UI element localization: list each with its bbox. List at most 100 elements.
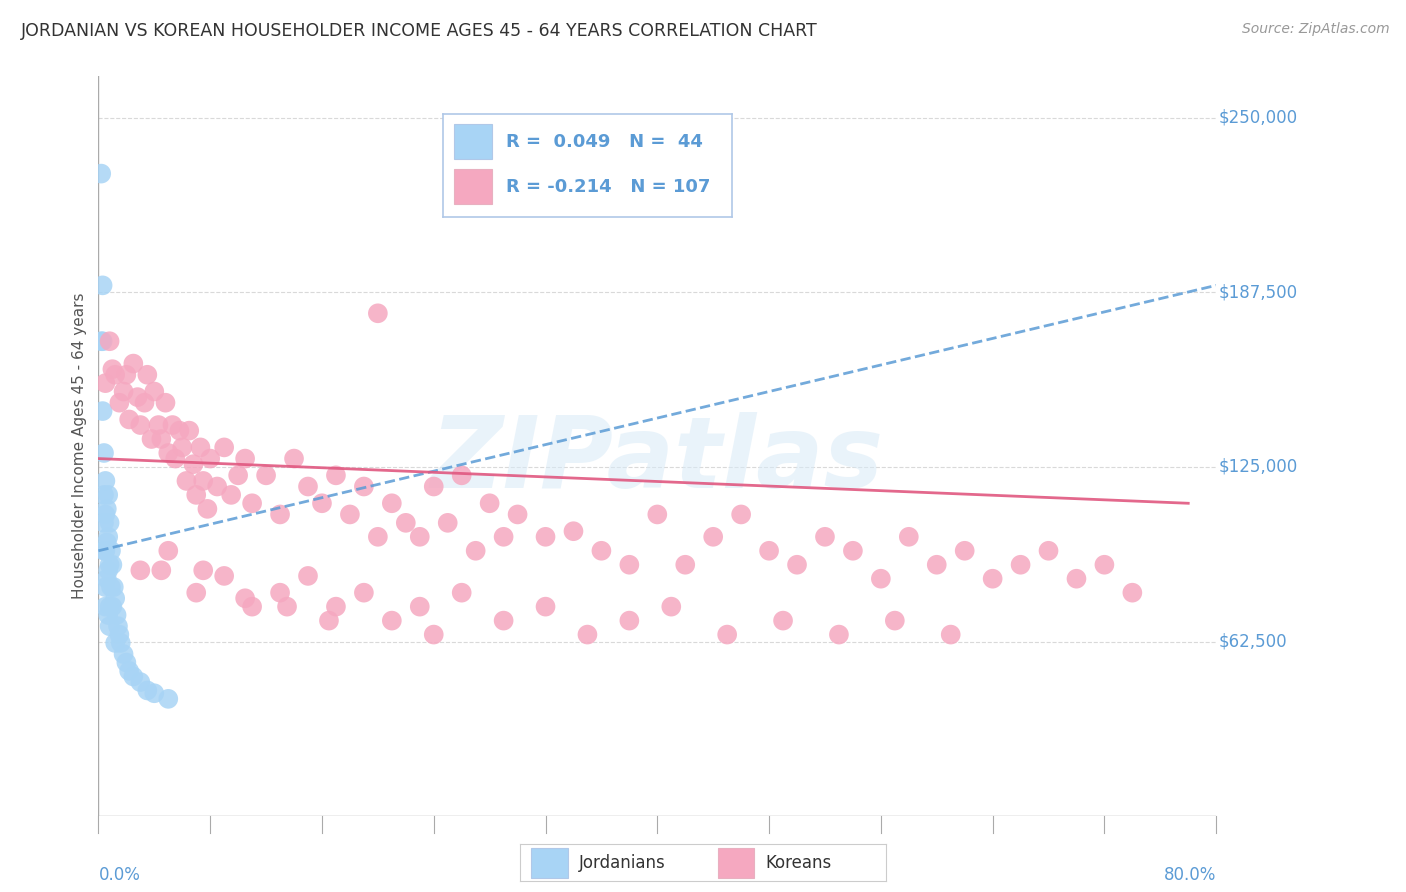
Point bbox=[91, 404, 114, 418]
Point bbox=[381, 614, 404, 628]
Bar bbox=[717, 847, 754, 878]
Point bbox=[94, 508, 117, 522]
Point bbox=[100, 580, 122, 594]
Point bbox=[129, 563, 152, 577]
Point bbox=[94, 474, 117, 488]
Point bbox=[169, 424, 191, 438]
Point bbox=[673, 558, 696, 572]
Point bbox=[98, 334, 121, 349]
Point bbox=[702, 530, 724, 544]
Point bbox=[93, 488, 115, 502]
Point bbox=[94, 376, 117, 391]
Point bbox=[90, 167, 112, 181]
Point bbox=[534, 530, 557, 544]
Point bbox=[136, 683, 159, 698]
Point bbox=[318, 614, 340, 628]
Point bbox=[122, 669, 145, 683]
Point bbox=[148, 418, 170, 433]
Point bbox=[925, 558, 948, 572]
Point bbox=[353, 479, 375, 493]
Point bbox=[94, 543, 117, 558]
Point bbox=[828, 627, 851, 641]
Point bbox=[98, 558, 121, 572]
Text: $187,500: $187,500 bbox=[1219, 284, 1298, 301]
Point bbox=[143, 686, 166, 700]
Point bbox=[176, 474, 198, 488]
Point bbox=[115, 368, 138, 382]
Point bbox=[186, 488, 208, 502]
Point bbox=[98, 516, 121, 530]
Point bbox=[104, 368, 127, 382]
Point bbox=[297, 569, 319, 583]
Point bbox=[576, 627, 599, 641]
Point bbox=[367, 530, 389, 544]
Point bbox=[269, 585, 291, 599]
Point bbox=[186, 585, 208, 599]
Point bbox=[104, 636, 127, 650]
Point bbox=[254, 468, 277, 483]
Point bbox=[91, 334, 114, 349]
Point bbox=[98, 599, 121, 614]
Point bbox=[492, 530, 515, 544]
Point bbox=[506, 508, 529, 522]
Bar bbox=[454, 169, 492, 204]
Point bbox=[101, 599, 124, 614]
Point bbox=[112, 647, 135, 661]
Point bbox=[110, 636, 132, 650]
Point bbox=[101, 362, 124, 376]
Point bbox=[870, 572, 893, 586]
Point bbox=[193, 474, 215, 488]
Point bbox=[212, 441, 235, 455]
Point bbox=[1094, 558, 1116, 572]
Point bbox=[233, 451, 256, 466]
Point bbox=[141, 432, 163, 446]
Point bbox=[97, 530, 120, 544]
Point bbox=[98, 619, 121, 633]
Point bbox=[190, 441, 212, 455]
Point bbox=[619, 558, 641, 572]
Y-axis label: Householder Income Ages 45 - 64 years: Householder Income Ages 45 - 64 years bbox=[72, 293, 87, 599]
Point bbox=[233, 591, 256, 606]
Point bbox=[283, 451, 305, 466]
Text: $250,000: $250,000 bbox=[1219, 109, 1298, 127]
Point bbox=[1121, 585, 1143, 599]
Point bbox=[172, 441, 194, 455]
Point bbox=[381, 496, 404, 510]
Point bbox=[162, 418, 184, 433]
Point bbox=[96, 572, 118, 586]
Point bbox=[97, 563, 120, 577]
Text: Koreans: Koreans bbox=[765, 854, 831, 871]
Point bbox=[450, 585, 472, 599]
Point bbox=[197, 501, 219, 516]
Text: Source: ZipAtlas.com: Source: ZipAtlas.com bbox=[1241, 22, 1389, 37]
Point bbox=[150, 432, 173, 446]
Point bbox=[155, 395, 177, 409]
Point bbox=[150, 563, 173, 577]
Point bbox=[104, 591, 127, 606]
Point bbox=[97, 488, 120, 502]
Point bbox=[107, 619, 129, 633]
Point bbox=[205, 479, 228, 493]
Text: R = -0.214   N = 107: R = -0.214 N = 107 bbox=[506, 178, 710, 196]
Point bbox=[118, 412, 141, 426]
Point bbox=[591, 543, 613, 558]
Point bbox=[105, 607, 128, 622]
Point bbox=[122, 357, 145, 371]
Point bbox=[97, 607, 120, 622]
Point bbox=[1010, 558, 1032, 572]
Point bbox=[409, 599, 432, 614]
Point bbox=[94, 580, 117, 594]
Point bbox=[450, 468, 472, 483]
Text: $125,000: $125,000 bbox=[1219, 458, 1298, 476]
Point bbox=[157, 543, 180, 558]
Text: R =  0.049   N =  44: R = 0.049 N = 44 bbox=[506, 133, 703, 151]
Point bbox=[492, 614, 515, 628]
Point bbox=[193, 563, 215, 577]
Point bbox=[297, 479, 319, 493]
Point bbox=[240, 599, 263, 614]
Point bbox=[478, 496, 501, 510]
Point bbox=[93, 516, 115, 530]
Point bbox=[464, 543, 486, 558]
Point bbox=[115, 656, 138, 670]
Point bbox=[939, 627, 962, 641]
